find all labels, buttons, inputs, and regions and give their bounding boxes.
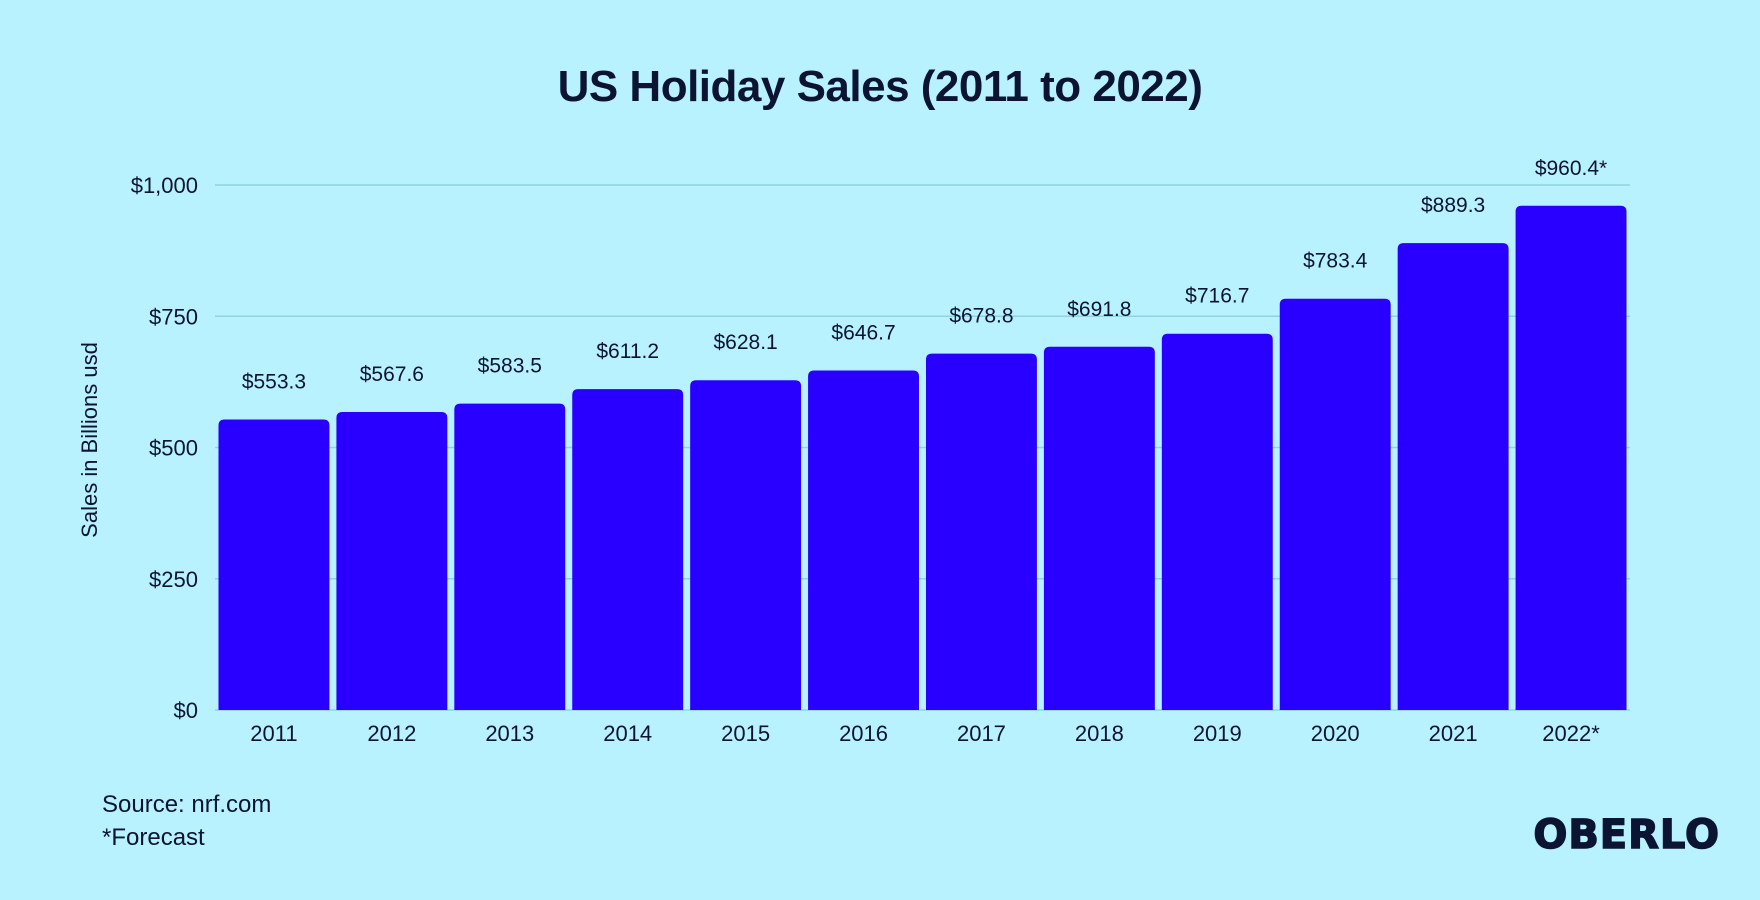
bar-2020 xyxy=(1279,298,1391,710)
forecast-note: *Forecast xyxy=(102,824,205,851)
bar-2016 xyxy=(808,370,919,710)
value-label: $783.4 xyxy=(1303,250,1368,273)
value-label: $646.7 xyxy=(831,321,895,344)
chart-title: US Holiday Sales (2011 to 2022) xyxy=(557,62,1203,111)
value-labels: $553.3 $567.6 $583.5 $611.2 $628.1 $646.7 $678… xyxy=(242,157,1607,394)
x-tick-label: 2014 xyxy=(603,721,652,746)
y-tick-label: $500 xyxy=(149,436,198,461)
value-label: $889.3 xyxy=(1421,194,1485,217)
bar-2018 xyxy=(1043,346,1155,710)
x-tick-label: 2016 xyxy=(839,721,888,746)
bar-2015 xyxy=(690,380,802,710)
bar-2019 xyxy=(1161,333,1273,710)
value-label: $678.8 xyxy=(949,305,1013,328)
y-axis-ticks: $0 $250 $500 $750 $1,000 xyxy=(131,173,198,723)
x-tick-label: 2020 xyxy=(1311,721,1360,746)
bar-2011 xyxy=(218,419,330,710)
value-label: $628.1 xyxy=(714,331,778,354)
y-tick-label: $250 xyxy=(149,567,198,592)
x-tick-label: 2015 xyxy=(721,721,770,746)
bar-2021 xyxy=(1397,243,1509,710)
chart-footer: Source: nrf.com *Forecast xyxy=(102,788,271,854)
source-note: Source: nrf.com xyxy=(102,791,272,818)
oberlo-logo: OBERLO xyxy=(1533,811,1720,859)
x-tick-label: 2022* xyxy=(1542,721,1600,746)
value-label: $553.3 xyxy=(242,371,306,394)
x-tick-label: 2013 xyxy=(485,721,534,746)
value-label: $567.6 xyxy=(360,363,424,386)
x-tick-label: 2019 xyxy=(1193,721,1242,746)
x-axis-ticks: 2011 2012 2013 2014 2015 2016 2017 2018 2019 2020… xyxy=(250,721,1600,746)
bar-2022 xyxy=(1515,205,1627,711)
bars xyxy=(218,205,1627,711)
bar-2013 xyxy=(454,403,566,710)
value-label: $583.5 xyxy=(478,355,542,378)
y-axis-label: Sales in Billions usd xyxy=(77,342,102,538)
y-tick-label: $0 xyxy=(174,698,198,723)
x-tick-label: 2018 xyxy=(1075,721,1124,746)
y-tick-label: $1,000 xyxy=(131,173,198,198)
x-tick-label: 2017 xyxy=(957,721,1006,746)
x-tick-label: 2011 xyxy=(250,721,297,746)
bar-2012 xyxy=(336,412,448,710)
bar-2014 xyxy=(572,389,684,710)
bar-2017 xyxy=(926,353,1037,710)
x-tick-label: 2012 xyxy=(367,721,416,746)
x-tick-label: 2021 xyxy=(1429,721,1478,746)
value-label: $691.8 xyxy=(1067,298,1131,321)
value-label: $611.2 xyxy=(596,340,659,363)
grid-lines xyxy=(215,184,1630,711)
value-label: $716.7 xyxy=(1185,285,1249,308)
value-label: $960.4* xyxy=(1535,157,1607,180)
y-tick-label: $750 xyxy=(149,304,198,329)
